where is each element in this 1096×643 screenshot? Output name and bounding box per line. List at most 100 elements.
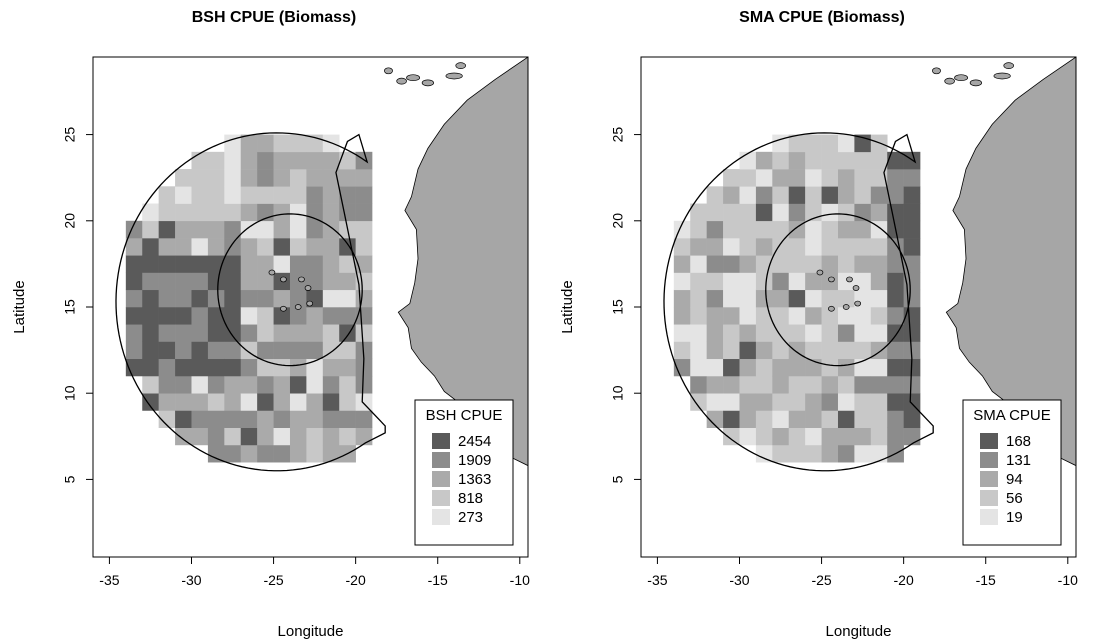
bsh-map-panel: BSH CPUE (Biomass) -35 -30 -25 -20 -15 -10 5 10… (11, 9, 530, 640)
cpue-grid-cell (322, 203, 340, 222)
y-tick-label: 15 (610, 299, 626, 315)
cpue-grid-cell (240, 203, 258, 222)
cpue-grid-cell (788, 427, 806, 446)
cpue-grid-cell (273, 169, 291, 187)
cpue-grid-cell (142, 341, 159, 360)
island (954, 74, 969, 82)
cpue-grid-cell (322, 375, 340, 394)
cpue-grid-cell (289, 186, 307, 204)
cpue-grid-cell (322, 238, 340, 256)
cpue-grid-cell (854, 410, 872, 428)
cpue-grid-cell (207, 238, 225, 256)
cpue-grid-cell (739, 427, 757, 446)
legend-swatch (980, 433, 998, 449)
cpue-grid-cell (755, 238, 773, 256)
cpue-grid-cell (837, 255, 855, 273)
cpue-grid-cell (755, 220, 773, 239)
cpue-grid-cell (175, 324, 192, 342)
cpue-grid-cell (903, 324, 921, 342)
cpue-grid-cell (805, 410, 822, 428)
cpue-grid-cell (125, 341, 143, 360)
cpue-grid-cell (207, 289, 225, 308)
cpue-grid-cell (772, 341, 790, 360)
cpue-grid-cell (755, 410, 773, 428)
cpue-grid-cell (854, 444, 872, 463)
cpue-grid-cell (772, 289, 790, 308)
legend-title: BSH CPUE (426, 407, 503, 424)
y-axis-label: Latitude (559, 280, 576, 333)
cpue-grid-cell (175, 341, 192, 360)
cpue-grid-cell (821, 151, 839, 170)
cpue-grid-cell (837, 393, 855, 411)
cpue-grid-cell (207, 375, 225, 394)
cpue-grid-cell (306, 272, 324, 291)
cpue-grid-cell (322, 169, 340, 187)
cpue-grid-cell (690, 324, 707, 342)
x-tick-label: -10 (510, 572, 530, 588)
cpue-grid-cell (191, 203, 209, 222)
cpue-grid-cell (739, 238, 757, 256)
cpue-grid-cell (158, 255, 176, 273)
cpue-grid-cell (821, 358, 839, 377)
x-axis-label: Longitude (826, 623, 892, 640)
cpue-grid-cell (870, 186, 888, 204)
cpue-grid-cell (690, 393, 707, 411)
island (828, 305, 835, 312)
cpue-grid-cell (355, 393, 373, 411)
cpue-grid-cell (706, 307, 724, 325)
cpue-grid-cell (870, 151, 888, 170)
cpue-grid-cell (191, 238, 209, 256)
cpue-grid-cell (837, 307, 855, 325)
cpue-grid-cell (158, 393, 176, 411)
cpue-grid-cell (339, 341, 356, 360)
cpue-grid-cell (805, 427, 822, 446)
cpue-grid-cell (175, 255, 192, 273)
cpue-grid-cell (142, 358, 159, 377)
cpue-grid-cell (306, 341, 324, 360)
cpue-grid-cell (788, 186, 806, 204)
cpue-grid-cell (158, 307, 176, 325)
cpue-grid-cell (821, 341, 839, 360)
cpue-grid-cell (739, 341, 757, 360)
legend-label: 19 (1006, 509, 1023, 526)
cpue-grid-cell (142, 289, 159, 308)
cpue-grid-cell (224, 272, 242, 291)
cpue-grid-cell (821, 444, 839, 463)
cpue-grid-cell (887, 341, 904, 360)
cpue-grid-cell (240, 324, 258, 342)
cpue-grid-cell (224, 427, 242, 446)
legend-swatch (980, 471, 998, 487)
cpue-grid-cell (837, 203, 855, 222)
cpue-grid-cell (240, 358, 258, 377)
cpue-grid-cell (175, 375, 192, 394)
island (993, 72, 1011, 80)
island (846, 276, 853, 283)
cpue-grid-cell (690, 220, 707, 239)
legend-label: 818 (458, 490, 483, 507)
cpue-grid-cell (788, 169, 806, 187)
island (445, 72, 463, 80)
cpue-grid-cell (142, 324, 159, 342)
cpue-grid-cell (723, 324, 740, 342)
island (852, 285, 860, 291)
cpue-grid-cell (854, 393, 872, 411)
cpue-grid-cell (739, 358, 757, 377)
cpue-grid-cell (805, 375, 822, 394)
cpue-grid-cell (355, 186, 373, 204)
cpue-grid-cell (273, 134, 291, 153)
cpue-grid-cell (903, 272, 921, 291)
cape-verde-eez-ring (217, 213, 363, 367)
cpue-grid-cell (739, 203, 757, 222)
cpue-grid-cell (224, 289, 242, 308)
cpue-grid-cell (224, 134, 242, 153)
cpue-grid-cell (306, 169, 324, 187)
cpue-grid-cell (257, 393, 274, 411)
legend-label: 1363 (458, 471, 491, 488)
cpue-grid-cell (723, 272, 740, 291)
cpue-grid-cell (903, 375, 921, 394)
cpue-grid-cell (805, 341, 822, 360)
cpue-grid-cell (673, 307, 691, 325)
cpue-grid-cell (788, 375, 806, 394)
cpue-grid-cell (339, 203, 356, 222)
cpue-grid-cell (142, 255, 159, 273)
